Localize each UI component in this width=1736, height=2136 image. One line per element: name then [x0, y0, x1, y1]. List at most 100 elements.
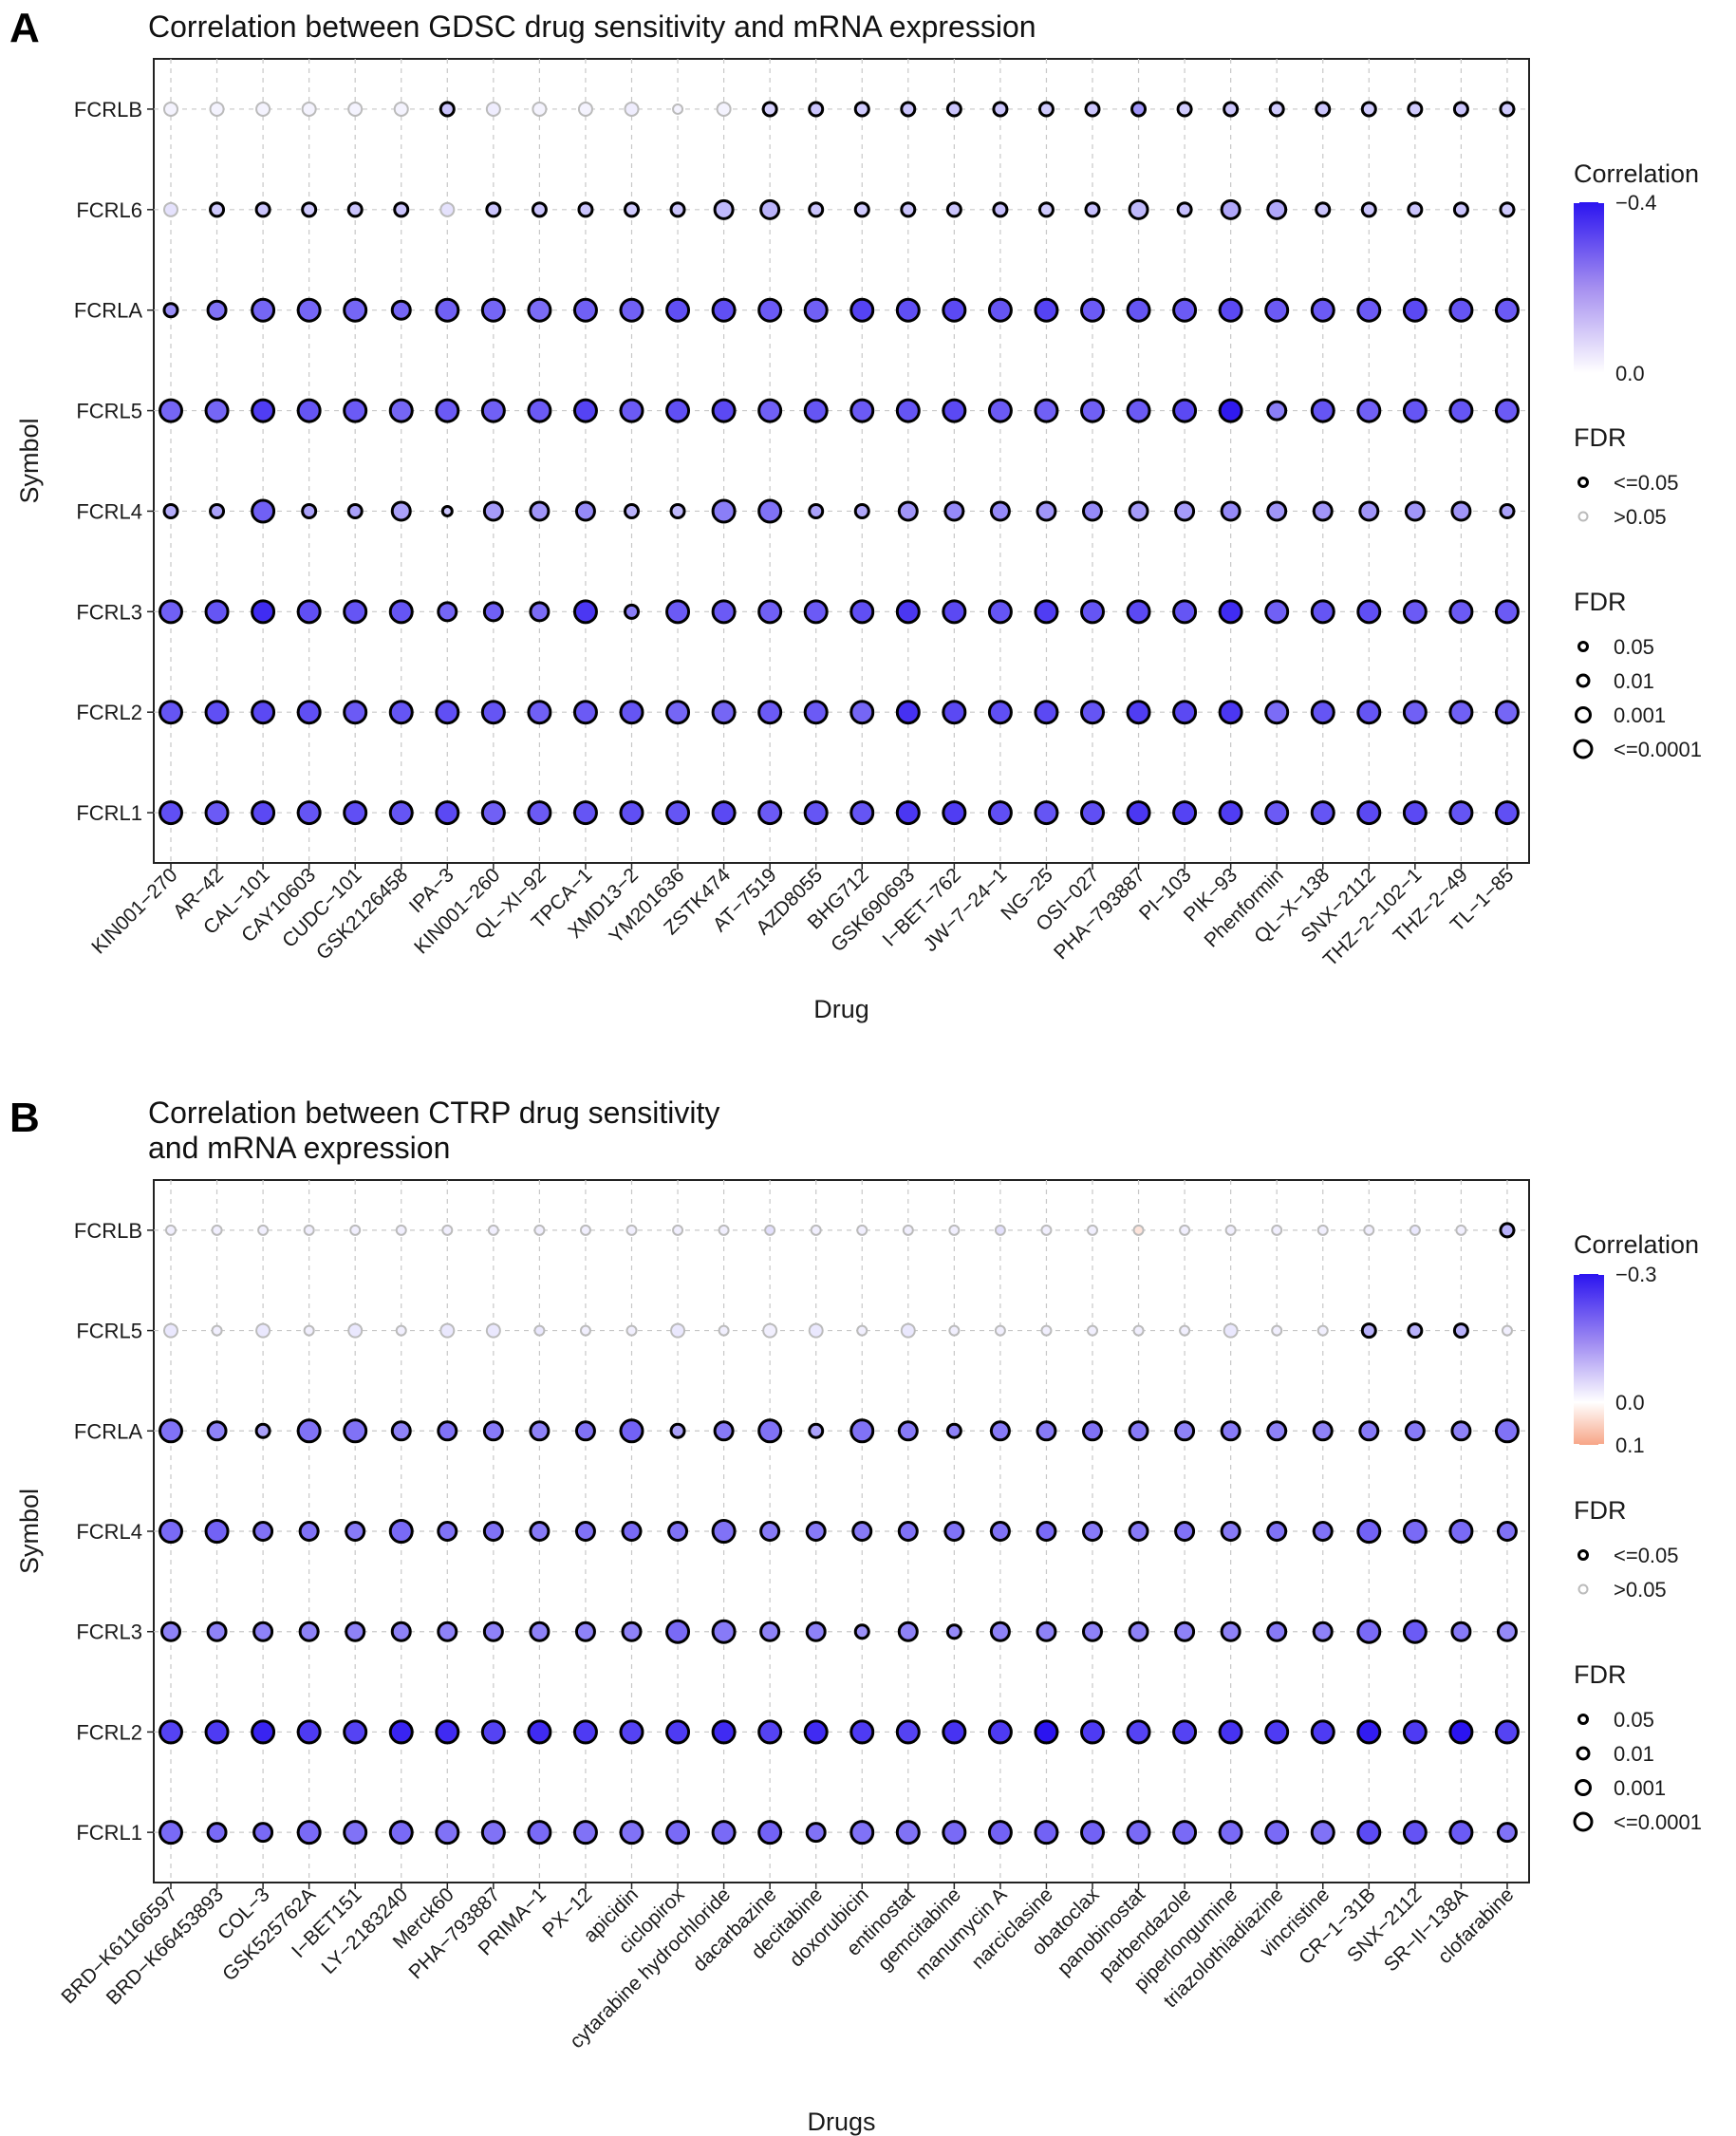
colorbar-label: 0.1	[1615, 1433, 1645, 1457]
data-point	[1218, 1820, 1243, 1846]
y-tick-label: FCRLA	[74, 299, 142, 323]
data-point	[1450, 1621, 1472, 1642]
data-point	[808, 1422, 825, 1439]
data-point	[942, 599, 967, 625]
data-point	[989, 1621, 1011, 1642]
data-point	[1080, 297, 1105, 323]
colorbar	[1574, 202, 1604, 373]
data-point	[810, 1224, 822, 1236]
fdr-color-legend-label: >0.05	[1614, 505, 1667, 529]
fdr-size-legend-key	[1573, 739, 1594, 759]
data-point	[945, 101, 962, 118]
data-point	[301, 101, 317, 117]
data-point	[482, 1621, 504, 1642]
data-point	[480, 1820, 506, 1846]
data-point	[1220, 500, 1241, 522]
data-point	[757, 800, 783, 826]
data-point	[1034, 1719, 1059, 1745]
fdr-size-legend-key	[1577, 641, 1589, 652]
data-point	[672, 103, 684, 115]
data-point	[625, 1324, 638, 1337]
x-axis-title: Drugs	[807, 2108, 875, 2136]
y-tick-label: FCRL1	[76, 1821, 142, 1845]
data-point	[435, 1820, 460, 1846]
data-point	[1360, 1322, 1377, 1340]
data-point	[1402, 599, 1428, 625]
data-point	[1172, 800, 1198, 826]
data-point	[1128, 1621, 1149, 1642]
data-point	[251, 700, 276, 725]
data-point	[1360, 101, 1377, 118]
data-point	[713, 1420, 735, 1442]
data-point	[574, 500, 596, 522]
data-point	[757, 297, 783, 323]
panel-b-letter: B	[9, 1095, 40, 1141]
data-point	[849, 297, 875, 323]
data-point	[757, 1719, 783, 1745]
data-point	[1407, 101, 1424, 118]
data-point	[1407, 1322, 1424, 1340]
data-point	[805, 1621, 827, 1642]
data-point	[853, 101, 870, 118]
data-point	[992, 101, 1009, 118]
data-point	[437, 1420, 458, 1442]
data-point	[343, 1418, 368, 1444]
data-point	[159, 1519, 183, 1544]
data-point	[1174, 500, 1196, 522]
y-tick-label: FCRL5	[76, 400, 142, 423]
data-point	[206, 1822, 228, 1844]
data-point	[346, 201, 364, 218]
data-point	[624, 502, 640, 519]
data-point	[1264, 599, 1290, 625]
data-point	[1455, 1224, 1467, 1236]
data-point	[346, 502, 364, 519]
panel-a: A Correlation between GDSC drug sensitiv…	[9, 5, 1702, 1023]
data-point	[711, 1619, 737, 1644]
data-point	[902, 1224, 914, 1236]
data-point	[529, 1521, 551, 1542]
data-point	[1404, 500, 1426, 522]
data-point	[1268, 101, 1285, 118]
data-point	[1172, 599, 1198, 625]
data-point	[1176, 201, 1193, 218]
data-point	[482, 1420, 504, 1442]
data-point	[803, 800, 829, 826]
plot-area	[153, 58, 1530, 864]
data-point	[298, 1521, 320, 1542]
data-point	[945, 201, 962, 218]
data-point	[343, 398, 368, 423]
data-point	[1494, 297, 1520, 323]
data-point	[1266, 1420, 1288, 1442]
data-point	[713, 198, 735, 220]
data-points	[159, 1222, 1520, 1846]
data-point	[1450, 1420, 1472, 1442]
data-point	[439, 201, 456, 217]
data-point	[711, 599, 737, 625]
data-point	[1494, 800, 1520, 826]
data-point	[1132, 1324, 1145, 1337]
data-point	[665, 800, 691, 826]
data-point	[159, 800, 183, 826]
data-point	[711, 700, 737, 725]
data-point	[159, 1820, 183, 1846]
data-point	[574, 1621, 596, 1642]
data-point	[1040, 1324, 1053, 1337]
data-point	[895, 800, 921, 826]
data-point	[1174, 1621, 1196, 1642]
data-point	[1218, 700, 1243, 725]
data-point	[390, 1621, 412, 1642]
data-point	[532, 101, 548, 117]
data-point	[1126, 297, 1151, 323]
data-point	[853, 1623, 870, 1640]
colorbar-label: −0.3	[1615, 1263, 1656, 1286]
data-point	[303, 1224, 315, 1236]
data-point	[1220, 1621, 1241, 1642]
data-point	[1172, 700, 1198, 725]
data-point	[849, 1418, 875, 1444]
data-point	[441, 1224, 454, 1236]
data-point	[1448, 1519, 1474, 1544]
data-point	[1080, 800, 1105, 826]
data-point	[1037, 101, 1055, 118]
fdr-size-legend-label: 0.01	[1614, 669, 1654, 693]
data-point	[808, 101, 825, 118]
